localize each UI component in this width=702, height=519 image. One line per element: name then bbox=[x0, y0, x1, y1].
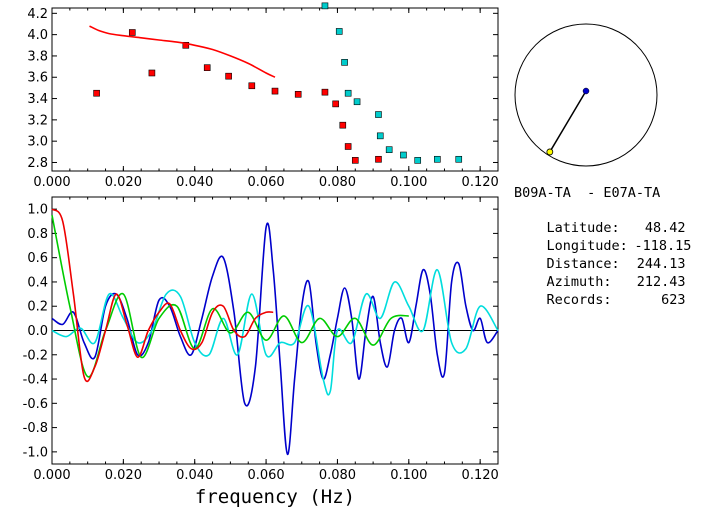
bottom-plot: 0.000 0.020 0.040 0.060 0.080 0.100 0.120 1.0 0.… bbox=[23, 197, 499, 483]
y-tick-label: 4.0 bbox=[27, 28, 48, 43]
y-tick-label: -0.8 bbox=[23, 421, 48, 436]
red-measurement-point bbox=[182, 41, 190, 49]
red-measurement-point bbox=[294, 90, 302, 98]
y-tick-label: 3.4 bbox=[27, 92, 48, 107]
longitude-label: Longitude: bbox=[546, 238, 628, 254]
x-tick-label: 0.080 bbox=[319, 175, 356, 190]
red-measurement-point bbox=[128, 29, 136, 36]
x-tick-label: 0.020 bbox=[105, 175, 142, 190]
distance-label: Distance: bbox=[546, 256, 620, 272]
latitude-row: Latitude: 48.42 bbox=[514, 204, 686, 252]
series-line bbox=[51, 208, 274, 383]
azimuth-label: Azimuth: bbox=[546, 274, 612, 290]
station-path-line bbox=[549, 90, 587, 153]
latitude-value: 48.42 bbox=[644, 220, 686, 236]
x-tick-label: 0.000 bbox=[33, 175, 70, 190]
x-axis-label: frequency (Hz) bbox=[195, 486, 355, 508]
distance-value: 244.13 bbox=[636, 256, 686, 272]
cyan-measurement-point bbox=[353, 98, 361, 106]
y-tick-label: 4.2 bbox=[27, 7, 48, 22]
distance-row: Distance: 244.13 bbox=[514, 240, 686, 288]
station-pair-title: B09A-TA - E07A-TA bbox=[514, 185, 661, 201]
cyan-measurement-point bbox=[434, 155, 441, 163]
cyan-measurement-point bbox=[344, 89, 352, 97]
longitude-row: Longitude: -118.15 bbox=[514, 222, 692, 270]
cyan-measurement-point bbox=[385, 146, 393, 153]
longitude-value: -118.15 bbox=[634, 238, 692, 254]
x-tick-label: 0.120 bbox=[462, 468, 499, 483]
red-measurement-point bbox=[203, 64, 211, 71]
red-measurement-point bbox=[271, 87, 279, 95]
x-tick-label: 0.100 bbox=[390, 468, 427, 483]
x-tick-label: 0.020 bbox=[105, 468, 142, 483]
y-tick-label: 0.2 bbox=[27, 300, 48, 315]
cyan-measurement-point bbox=[376, 132, 384, 140]
latitude-label: Latitude: bbox=[546, 220, 620, 236]
records-row: Records: 623 bbox=[514, 276, 686, 324]
y-tick-label: -1.0 bbox=[23, 445, 48, 460]
cyan-measurement-point bbox=[400, 151, 407, 159]
red-measurement-point bbox=[339, 121, 347, 129]
red-measurement-point bbox=[93, 89, 100, 97]
cyan-measurement-point bbox=[455, 155, 463, 163]
y-tick-label: -0.2 bbox=[23, 348, 48, 363]
y-tick-label: 0.8 bbox=[27, 227, 48, 242]
y-tick-label: 0.0 bbox=[27, 324, 48, 339]
red-measurement-point bbox=[225, 72, 232, 80]
y-tick-label: 3.0 bbox=[27, 135, 48, 150]
top-plot-frame bbox=[51, 7, 499, 172]
station-map-circle bbox=[514, 23, 658, 167]
red-measurement-point bbox=[351, 157, 359, 164]
x-tick-label: 0.040 bbox=[176, 175, 213, 190]
red-measurement-point bbox=[332, 100, 339, 108]
y-tick-label: 3.6 bbox=[27, 71, 48, 86]
x-tick-label: 0.120 bbox=[462, 175, 499, 190]
y-tick-label: 1.0 bbox=[27, 203, 48, 218]
series-line bbox=[51, 222, 499, 456]
cyan-measurement-point bbox=[321, 2, 329, 10]
x-tick-label: 0.000 bbox=[33, 468, 70, 483]
y-tick-label: 3.8 bbox=[27, 49, 48, 64]
red-measurement-point bbox=[375, 155, 382, 163]
red-measurement-point bbox=[248, 82, 256, 90]
azimuth-row: Azimuth: 212.43 bbox=[514, 258, 686, 306]
records-label: Records: bbox=[546, 292, 612, 308]
station-center-marker bbox=[582, 87, 590, 95]
cyan-measurement-point bbox=[414, 157, 422, 164]
station-edge-marker bbox=[546, 148, 554, 156]
records-value: 623 bbox=[661, 292, 686, 308]
red-measurement-point bbox=[344, 143, 352, 150]
x-tick-label: 0.100 bbox=[390, 175, 427, 190]
x-tick-label: 0.040 bbox=[176, 468, 213, 483]
red-measurement-point bbox=[148, 69, 156, 77]
x-tick-label: 0.060 bbox=[247, 468, 284, 483]
y-tick-label: 0.4 bbox=[27, 275, 48, 290]
y-tick-label: -0.4 bbox=[23, 373, 48, 388]
cyan-measurement-point bbox=[341, 59, 348, 66]
azimuth-value: 212.43 bbox=[636, 274, 686, 290]
cyan-measurement-point bbox=[335, 28, 343, 35]
x-tick-label: 0.060 bbox=[247, 175, 284, 190]
y-tick-label: -0.6 bbox=[23, 397, 48, 412]
y-tick-label: 2.8 bbox=[27, 156, 48, 171]
cyan-measurement-point bbox=[375, 111, 382, 118]
series-line bbox=[89, 25, 276, 78]
y-tick-label: 0.6 bbox=[27, 251, 48, 266]
y-tick-label: 3.2 bbox=[27, 113, 48, 128]
x-tick-label: 0.080 bbox=[319, 468, 356, 483]
red-measurement-point bbox=[321, 88, 329, 96]
top-plot: 0.000 0.020 0.040 0.060 0.080 0.100 0.120 2.8 3.… bbox=[27, 2, 499, 190]
